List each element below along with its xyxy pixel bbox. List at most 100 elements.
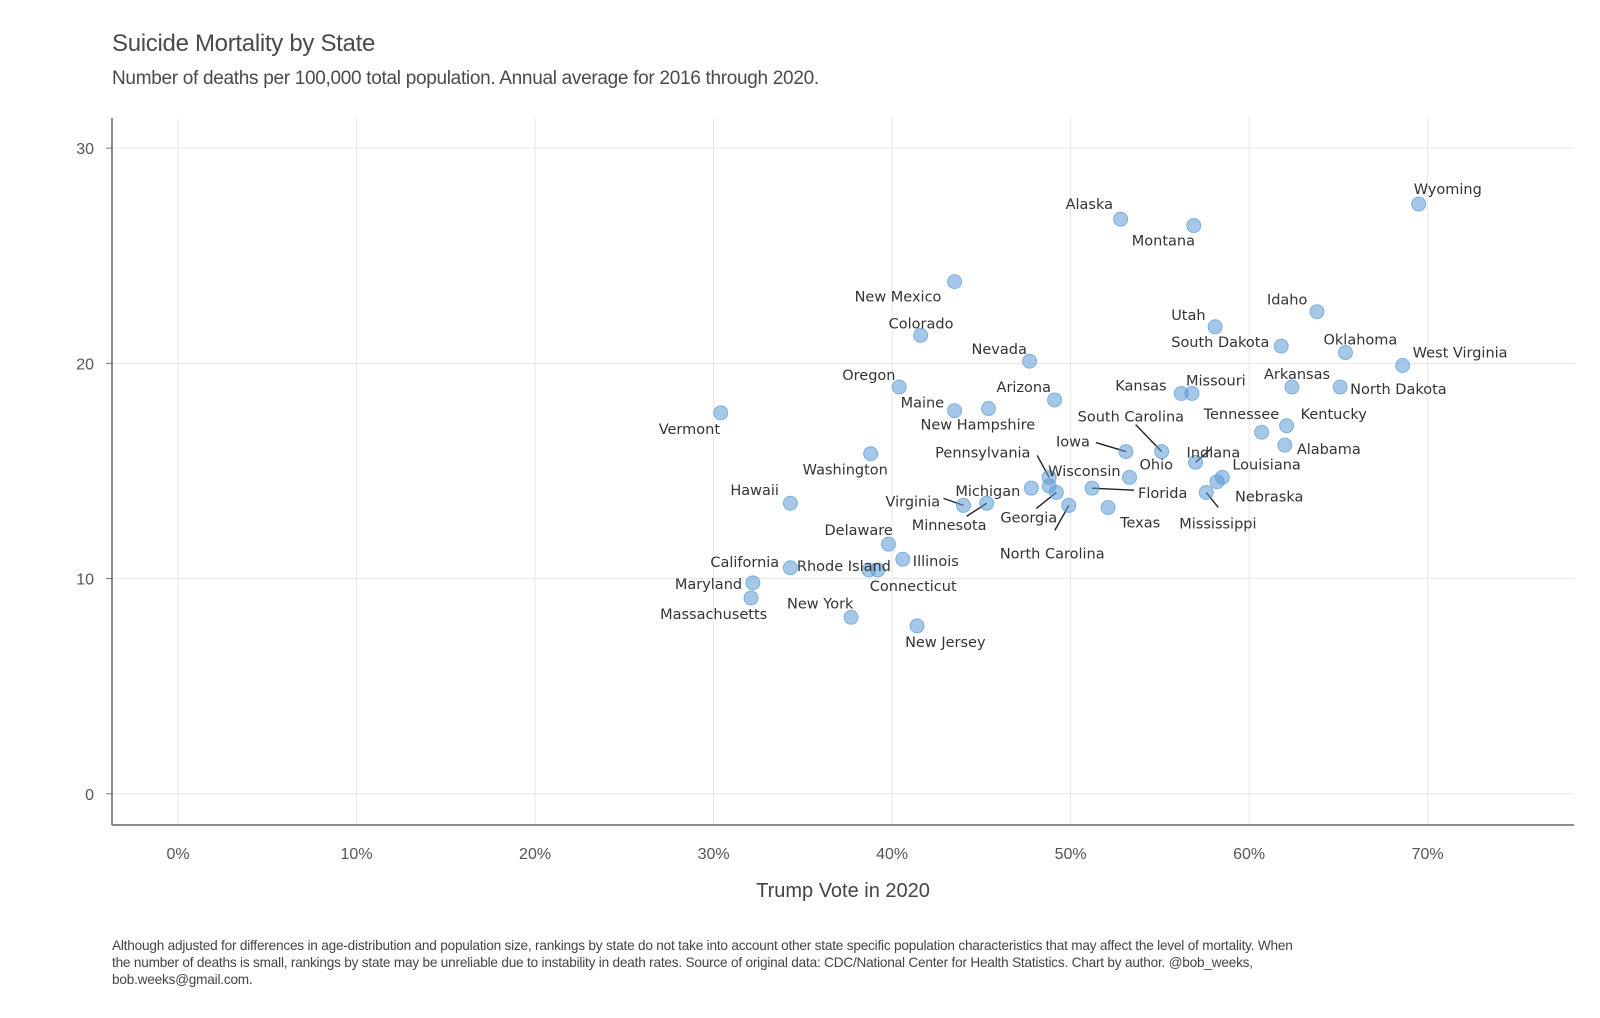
- data-point: [1100, 500, 1116, 516]
- point-label: Illinois: [913, 554, 959, 570]
- data-point: [979, 495, 995, 511]
- point-label: Wisconsin: [1048, 464, 1120, 480]
- point-label: Kansas: [1115, 378, 1166, 394]
- data-point: [870, 562, 886, 578]
- point-labels: Wyoming Alaska Montana New Mexico Idaho Utah C…: [659, 182, 1508, 651]
- point-label: Indiana: [1187, 445, 1241, 461]
- x-tick-label: 70%: [1412, 846, 1444, 863]
- y-tick-label: 30: [76, 141, 94, 158]
- data-point: [891, 379, 907, 395]
- data-point: [1113, 211, 1129, 227]
- data-point: [1048, 484, 1064, 500]
- point-label: Idaho: [1267, 293, 1308, 309]
- point-label: Delaware: [825, 523, 893, 539]
- point-label: Connecticut: [870, 579, 957, 595]
- data-point: [863, 446, 879, 462]
- data-point: [1395, 358, 1411, 374]
- data-point: [1047, 392, 1063, 408]
- chart-subtitle: Number of deaths per 100,000 total popul…: [112, 68, 819, 89]
- data-point: [843, 609, 859, 625]
- x-tick-label: 60%: [1233, 846, 1265, 863]
- point-label: Vermont: [659, 422, 721, 438]
- y-tick-label: 20: [76, 356, 94, 373]
- data-point: [1023, 480, 1039, 496]
- point-label: New York: [787, 596, 854, 612]
- tick-labels: 0% 10% 20% 30% 40% 50% 60% 70% 0 10 20 30: [76, 141, 1443, 863]
- x-tick-label: 50%: [1055, 846, 1087, 863]
- point-label: North Dakota: [1350, 382, 1447, 398]
- data-point: [947, 274, 963, 290]
- x-tick-label: 40%: [876, 846, 908, 863]
- x-tick-label: 20%: [519, 846, 551, 863]
- data-point: [980, 401, 996, 417]
- point-label: Rhode Island: [797, 559, 891, 575]
- point-label: New Hampshire: [920, 418, 1035, 434]
- point-label: California: [710, 555, 779, 571]
- point-label: New Mexico: [855, 290, 942, 306]
- x-tick-label: 10%: [341, 846, 373, 863]
- data-point: [913, 327, 929, 343]
- data-point: [881, 536, 897, 552]
- data-point: [743, 590, 759, 606]
- point-label: Arizona: [997, 380, 1051, 396]
- data-point: [947, 403, 963, 419]
- point-label: Nevada: [972, 342, 1027, 358]
- data-point: [1332, 379, 1348, 395]
- data-point: [1284, 379, 1300, 395]
- data-point: [1279, 418, 1295, 434]
- point-label: New Jersey: [905, 635, 986, 651]
- x-axis-title: Trump Vote in 2020: [756, 880, 930, 902]
- point-label: Maryland: [675, 577, 742, 593]
- data-point: [1207, 319, 1223, 335]
- data-point: [745, 575, 761, 591]
- point-label: Utah: [1171, 308, 1205, 324]
- data-point: [1118, 444, 1134, 460]
- point-label: North Carolina: [1000, 546, 1105, 562]
- point-label: Georgia: [1000, 510, 1057, 526]
- data-point: [955, 497, 971, 513]
- point-label: Oregon: [842, 368, 895, 384]
- scatter-plot: Wyoming Alaska Montana New Mexico Idaho Utah C…: [76, 118, 1574, 902]
- point-label: Minnesota: [912, 518, 987, 534]
- data-point: [782, 495, 798, 511]
- point-label: Wyoming: [1414, 182, 1482, 198]
- y-tick-label: 10: [76, 572, 94, 589]
- axes: [106, 118, 1574, 826]
- data-point: [1273, 338, 1289, 354]
- point-label: Tennessee: [1203, 407, 1280, 423]
- point-label: Massachusetts: [660, 607, 767, 623]
- point-label: Virginia: [885, 494, 940, 510]
- data-point: [1411, 196, 1427, 212]
- point-label: Mississippi: [1179, 516, 1256, 532]
- point-label: Nebraska: [1235, 490, 1303, 506]
- point-label: Kentucky: [1301, 407, 1368, 423]
- data-point: [1198, 484, 1214, 500]
- chart-title: Suicide Mortality by State: [112, 30, 375, 57]
- point-label: West Virginia: [1413, 346, 1508, 362]
- data-point: [1184, 385, 1200, 401]
- x-tick-label: 0%: [166, 846, 189, 863]
- point-label: South Carolina: [1078, 410, 1184, 426]
- data-point: [1061, 497, 1077, 513]
- point-label: Missouri: [1186, 373, 1246, 389]
- point-label: Pennsylvania: [935, 445, 1030, 461]
- point-label: Ohio: [1140, 457, 1174, 473]
- data-point: [1277, 437, 1293, 453]
- data-point: [1084, 480, 1100, 496]
- data-point: [1338, 345, 1354, 361]
- data-point: [1122, 469, 1138, 485]
- x-tick-label: 30%: [698, 846, 730, 863]
- point-label: Alabama: [1297, 442, 1361, 458]
- data-point: [1309, 304, 1325, 320]
- point-label: Maine: [901, 396, 945, 412]
- data-point: [1209, 474, 1225, 490]
- data-point: [782, 560, 798, 576]
- data-point: [1154, 444, 1170, 460]
- chart-caption: Although adjusted for differences in age…: [112, 938, 1293, 987]
- point-label: South Dakota: [1171, 335, 1269, 351]
- point-label: Michigan: [955, 484, 1020, 500]
- data-point: [909, 618, 925, 634]
- point-label: Oklahoma: [1324, 333, 1398, 349]
- data-point: [1188, 454, 1204, 470]
- point-label: Montana: [1132, 234, 1195, 250]
